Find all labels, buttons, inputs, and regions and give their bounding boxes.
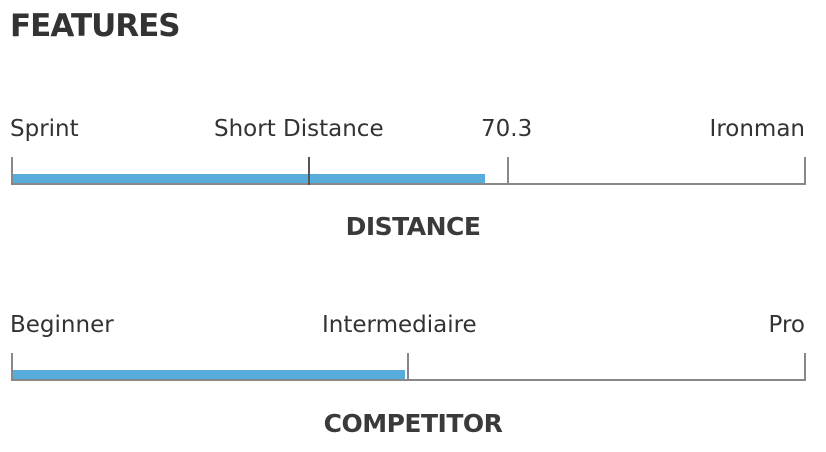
baseline [11,183,806,185]
label-pro: Pro [768,312,806,338]
tick [308,157,310,185]
tick [507,157,509,185]
page-title: FEATURES [10,8,181,44]
competitor-bar [11,351,806,381]
label-intermediaire: Intermediaire [322,312,477,338]
tick [804,353,806,381]
competitor-fill [11,370,405,379]
label-short-distance: Short Distance [214,116,384,142]
tick [11,157,13,185]
distance-caption: DISTANCE [345,212,481,241]
label-sprint: Sprint [10,116,79,142]
distance-fill [11,174,485,183]
tick [804,157,806,185]
tick [11,353,13,381]
competitor-caption: COMPETITOR [323,409,503,438]
label-ironman: Ironman [709,116,805,142]
distance-bar [11,155,806,185]
tick [407,353,409,381]
label-70-3: 70.3 [481,116,533,142]
label-beginner: Beginner [10,312,114,338]
